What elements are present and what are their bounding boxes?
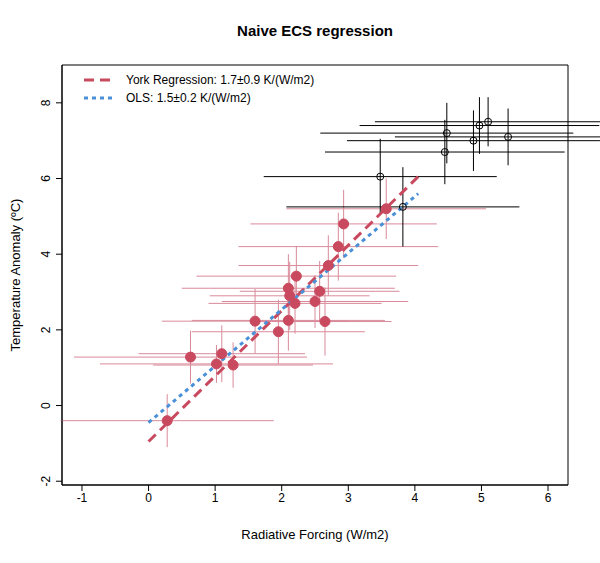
- html-text:Temperature Anomaly (ºC): Temperature Anomaly (ºC): [8, 198, 23, 352]
- svg-text:5: 5: [478, 491, 485, 505]
- svg-text:4: 4: [39, 251, 53, 258]
- svg-text:2: 2: [278, 491, 285, 505]
- html-text:Radiative Forcing (W/m2): Radiative Forcing (W/m2): [241, 527, 389, 542]
- html-text:OLS: 1.5±0.2 K/(W/m2): OLS: 1.5±0.2 K/(W/m2): [126, 91, 251, 105]
- svg-text:-1: -1: [77, 491, 88, 505]
- html-text:Naive ECS regression: Naive ECS regression: [237, 22, 393, 39]
- svg-text:2: 2: [39, 326, 53, 333]
- svg-text:3: 3: [345, 491, 352, 505]
- svg-text:4: 4: [412, 491, 419, 505]
- svg-text:6: 6: [39, 175, 53, 182]
- html-text:York Regression: 1.7±0.9 K/(W/: York Regression: 1.7±0.9 K/(W/m2): [126, 73, 315, 87]
- svg-text:6: 6: [545, 491, 552, 505]
- svg-text:8: 8: [39, 99, 53, 106]
- svg-text:1: 1: [212, 491, 219, 505]
- svg-text:0: 0: [39, 402, 53, 409]
- svg-text:-2: -2: [39, 476, 53, 487]
- svg-text:0: 0: [145, 491, 152, 505]
